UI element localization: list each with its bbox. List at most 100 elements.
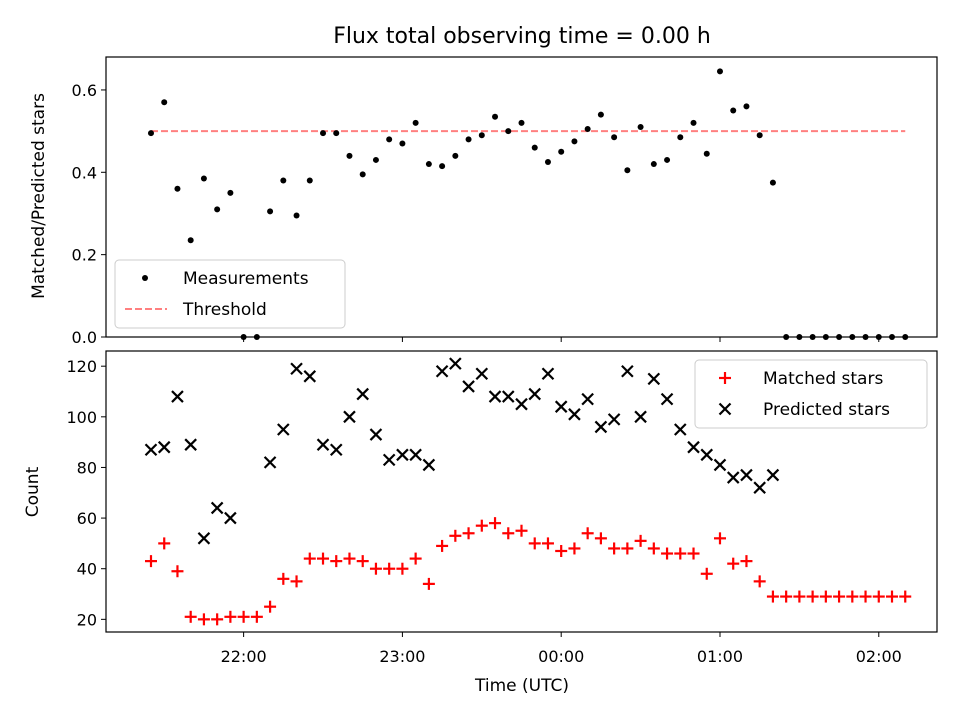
legend-label: Predicted stars <box>763 400 890 420</box>
matched-star-point <box>409 552 422 565</box>
matched-star-point <box>899 590 912 603</box>
measurement-point <box>412 119 419 126</box>
predicted-star-point <box>554 400 568 413</box>
predicted-star-point <box>621 364 634 378</box>
predicted-star-point <box>607 413 621 426</box>
matched-star-point <box>555 544 568 557</box>
matched-star-point <box>661 547 674 560</box>
matched-star-point <box>568 542 581 555</box>
measurement-point <box>227 189 234 196</box>
predicted-star-point <box>634 410 647 424</box>
top-plot-frame <box>105 56 938 338</box>
measurement-point <box>492 113 499 120</box>
x-tick-label: 00:00 <box>538 647 584 666</box>
matched-star-point <box>317 552 330 565</box>
matched-star-point <box>436 539 449 552</box>
predicted-star-point <box>356 387 369 401</box>
measurement-point <box>664 156 671 163</box>
legend-box <box>114 259 346 329</box>
predicted-star-point <box>475 367 489 381</box>
predicted-star-point <box>157 440 171 454</box>
bottom-y-tick-label: 80 <box>77 458 97 477</box>
measurement-point <box>174 185 181 192</box>
predicted-star-point <box>568 408 581 421</box>
measurement-point <box>756 132 763 139</box>
predicted-star-point <box>674 423 687 436</box>
predicted-star-point <box>700 448 714 462</box>
predicted-star-point <box>382 453 396 467</box>
measurement-point <box>333 130 340 137</box>
matched-star-point <box>330 555 343 568</box>
measurement-point <box>558 148 565 155</box>
measurement-point <box>200 175 207 182</box>
matched-star-point <box>581 527 594 540</box>
predicted-star-point <box>396 448 409 462</box>
predicted-star-point <box>210 501 224 515</box>
top-y-tick-label: 0.2 <box>72 246 97 265</box>
predicted-star-point <box>462 380 475 393</box>
x-tick-label: 23:00 <box>379 647 425 666</box>
top-y-tick-label: 0.0 <box>72 328 97 347</box>
measurement-point <box>372 156 379 163</box>
measurement-point <box>293 212 300 219</box>
predicted-star-point <box>501 390 515 403</box>
measurement-point <box>690 119 697 126</box>
measurement-point <box>611 134 618 141</box>
measurement-point <box>716 68 723 75</box>
matched-star-point <box>356 555 369 568</box>
matched-star-point <box>872 590 885 603</box>
measurement-point <box>346 152 353 159</box>
legend-label: Threshold <box>182 300 267 320</box>
bottom-y-tick-label: 100 <box>66 408 97 427</box>
matched-star-point <box>369 562 382 575</box>
predicted-star-point <box>687 440 700 454</box>
predicted-star-point <box>528 387 542 401</box>
predicted-star-point <box>277 423 290 436</box>
matched-star-point <box>700 567 713 580</box>
matched-star-point <box>475 519 488 532</box>
top-y-tick-label: 0.6 <box>72 81 97 100</box>
legend-predicted-marker <box>718 402 732 416</box>
top-y-tick-label: 0.4 <box>72 163 97 182</box>
matched-star-point <box>171 565 184 578</box>
predicted-star-point <box>766 468 780 482</box>
matched-star-point <box>144 555 157 568</box>
matched-star-point <box>727 557 740 570</box>
predicted-star-point <box>647 372 661 386</box>
measurement-point <box>677 134 684 141</box>
matched-star-point <box>303 552 316 565</box>
matched-star-point <box>608 542 621 555</box>
measurement-point <box>650 161 657 168</box>
matched-star-point <box>396 562 409 575</box>
matched-star-point <box>674 547 687 560</box>
bottom-y-tick-label: 60 <box>77 509 97 528</box>
matched-star-point <box>237 610 250 623</box>
matched-star-point <box>184 610 197 623</box>
measurement-point <box>439 163 446 170</box>
matched-star-point <box>383 562 396 575</box>
predicted-star-point <box>435 364 449 378</box>
measurement-point <box>147 130 154 137</box>
matched-star-point <box>687 547 700 560</box>
x-tick-label: 22:00 <box>221 647 267 666</box>
matched-star-point <box>422 577 435 590</box>
measurement-point <box>584 126 591 133</box>
matched-star-point <box>343 552 356 565</box>
predicted-star-point <box>422 458 436 472</box>
predicted-star-point <box>263 456 277 469</box>
top-panel: 0.0 0.2 0.4 0.6 Measurements Threshold <box>72 56 938 347</box>
legend-label: Measurements <box>183 269 309 289</box>
matched-star-point <box>846 590 859 603</box>
measurement-point <box>161 99 168 106</box>
measurement-point <box>187 237 194 244</box>
matched-star-point <box>462 527 475 540</box>
matched-star-point <box>766 590 779 603</box>
x-tick-label: 01:00 <box>697 647 743 666</box>
measurement-point <box>267 208 274 215</box>
legend-measurements-marker <box>142 275 148 281</box>
top-legend: Measurements Threshold <box>114 259 346 329</box>
predicted-star-point <box>224 511 237 525</box>
predicted-star-point <box>740 468 753 482</box>
matched-star-point <box>250 610 263 623</box>
predicted-star-point <box>329 443 343 457</box>
